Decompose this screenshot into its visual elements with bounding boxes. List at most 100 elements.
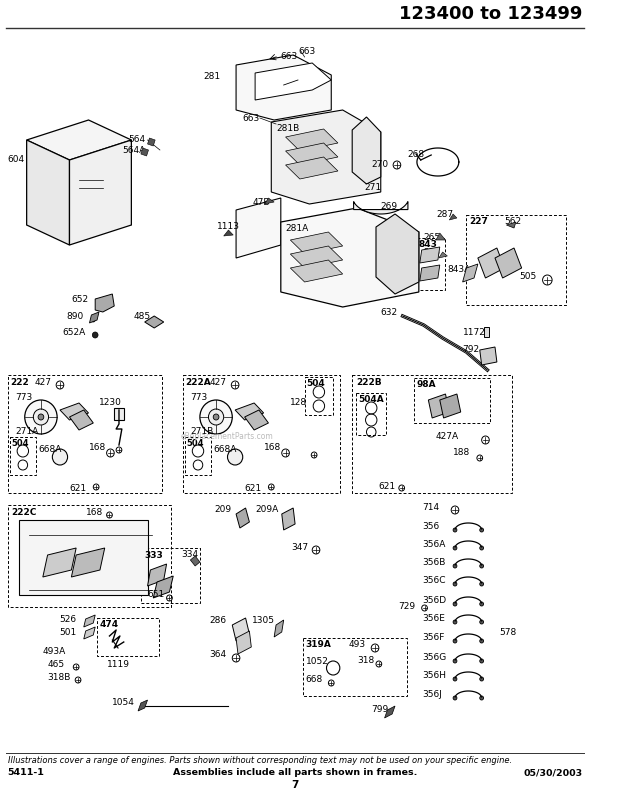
Text: 843: 843 [419, 240, 438, 249]
Text: 356F: 356F [423, 633, 445, 642]
Text: eReplacementParts.com: eReplacementParts.com [181, 432, 273, 441]
Text: 504: 504 [11, 439, 29, 448]
Text: 465: 465 [48, 660, 64, 669]
Bar [9, 437, 36, 475]
Bar [304, 377, 333, 415]
Text: 356B: 356B [423, 558, 446, 567]
Text: 222: 222 [11, 378, 29, 387]
Text: 123400 to 123499: 123400 to 123499 [399, 5, 583, 23]
Polygon shape [245, 410, 268, 430]
Text: 98A: 98A [417, 380, 436, 389]
Circle shape [480, 696, 484, 700]
Polygon shape [148, 138, 155, 146]
Text: 209: 209 [214, 505, 231, 514]
Polygon shape [224, 230, 233, 236]
Bar [97, 618, 159, 656]
Polygon shape [190, 556, 200, 566]
Text: 1119: 1119 [107, 660, 130, 669]
Circle shape [228, 449, 243, 465]
Text: 1172: 1172 [463, 328, 485, 337]
Circle shape [453, 528, 457, 532]
Text: Assemblies include all parts shown in frames.: Assemblies include all parts shown in fr… [173, 768, 417, 777]
Polygon shape [439, 252, 448, 258]
Circle shape [208, 409, 224, 425]
Circle shape [52, 449, 68, 465]
Polygon shape [43, 548, 76, 577]
Circle shape [480, 659, 484, 663]
Bar [114, 408, 124, 420]
Text: 356E: 356E [423, 614, 446, 623]
Bar [352, 375, 512, 493]
Text: 271: 271 [365, 183, 382, 192]
Polygon shape [95, 294, 114, 312]
Bar [141, 548, 200, 603]
Text: 714: 714 [423, 503, 440, 512]
Polygon shape [281, 208, 419, 307]
Text: 364: 364 [210, 650, 226, 659]
Polygon shape [480, 347, 497, 365]
Text: 427A: 427A [436, 432, 459, 441]
Text: 843A: 843A [448, 265, 471, 274]
Text: 318: 318 [357, 656, 374, 665]
Circle shape [453, 677, 457, 681]
Circle shape [38, 414, 44, 420]
Polygon shape [236, 198, 281, 258]
Text: 05/30/2003: 05/30/2003 [523, 768, 583, 777]
Text: 773: 773 [190, 393, 208, 402]
Circle shape [480, 602, 484, 606]
Text: 356A: 356A [423, 540, 446, 549]
Circle shape [453, 582, 457, 586]
Text: 270: 270 [371, 160, 388, 169]
Circle shape [453, 546, 457, 550]
Polygon shape [281, 508, 295, 530]
Text: 269: 269 [381, 202, 398, 211]
Text: 1305: 1305 [252, 616, 275, 625]
Text: 668: 668 [306, 675, 323, 684]
Polygon shape [138, 700, 148, 711]
Circle shape [453, 602, 457, 606]
Text: 188: 188 [453, 448, 471, 457]
Circle shape [480, 639, 484, 643]
Text: 668A: 668A [38, 445, 61, 454]
Text: 493A: 493A [43, 647, 66, 656]
Text: 564A: 564A [122, 146, 145, 155]
Polygon shape [450, 214, 457, 220]
Polygon shape [440, 394, 461, 418]
Text: 287: 287 [436, 210, 453, 219]
Text: 285: 285 [423, 248, 441, 257]
Circle shape [480, 677, 484, 681]
Polygon shape [436, 233, 446, 240]
Text: 578: 578 [499, 628, 516, 637]
Text: 792: 792 [463, 345, 480, 354]
Polygon shape [463, 264, 478, 282]
Text: 663: 663 [281, 52, 298, 61]
Text: 356D: 356D [423, 596, 447, 605]
Text: 485: 485 [133, 312, 151, 321]
Text: 168: 168 [86, 508, 103, 517]
Bar [7, 375, 162, 493]
Text: 281: 281 [204, 72, 221, 81]
Text: 1230: 1230 [99, 398, 122, 407]
Text: 668A: 668A [213, 445, 237, 454]
Text: 504: 504 [187, 439, 204, 448]
Circle shape [25, 400, 57, 434]
Text: 168: 168 [89, 443, 106, 452]
Polygon shape [236, 631, 251, 654]
Text: 427: 427 [210, 378, 226, 387]
Bar [484, 327, 489, 337]
Polygon shape [352, 117, 381, 184]
Text: 47B: 47B [252, 198, 270, 207]
Bar [7, 505, 171, 607]
Bar [32, 175, 58, 205]
Text: 356J: 356J [423, 690, 443, 699]
Circle shape [200, 400, 232, 434]
Text: 493: 493 [348, 640, 366, 649]
Text: 1054: 1054 [112, 698, 135, 707]
Text: 651: 651 [148, 590, 165, 599]
Text: 729: 729 [398, 602, 415, 611]
Text: 281A: 281A [286, 224, 309, 233]
Polygon shape [353, 201, 408, 214]
Text: 652: 652 [71, 295, 89, 304]
Text: 632: 632 [381, 308, 398, 317]
Polygon shape [255, 63, 331, 100]
